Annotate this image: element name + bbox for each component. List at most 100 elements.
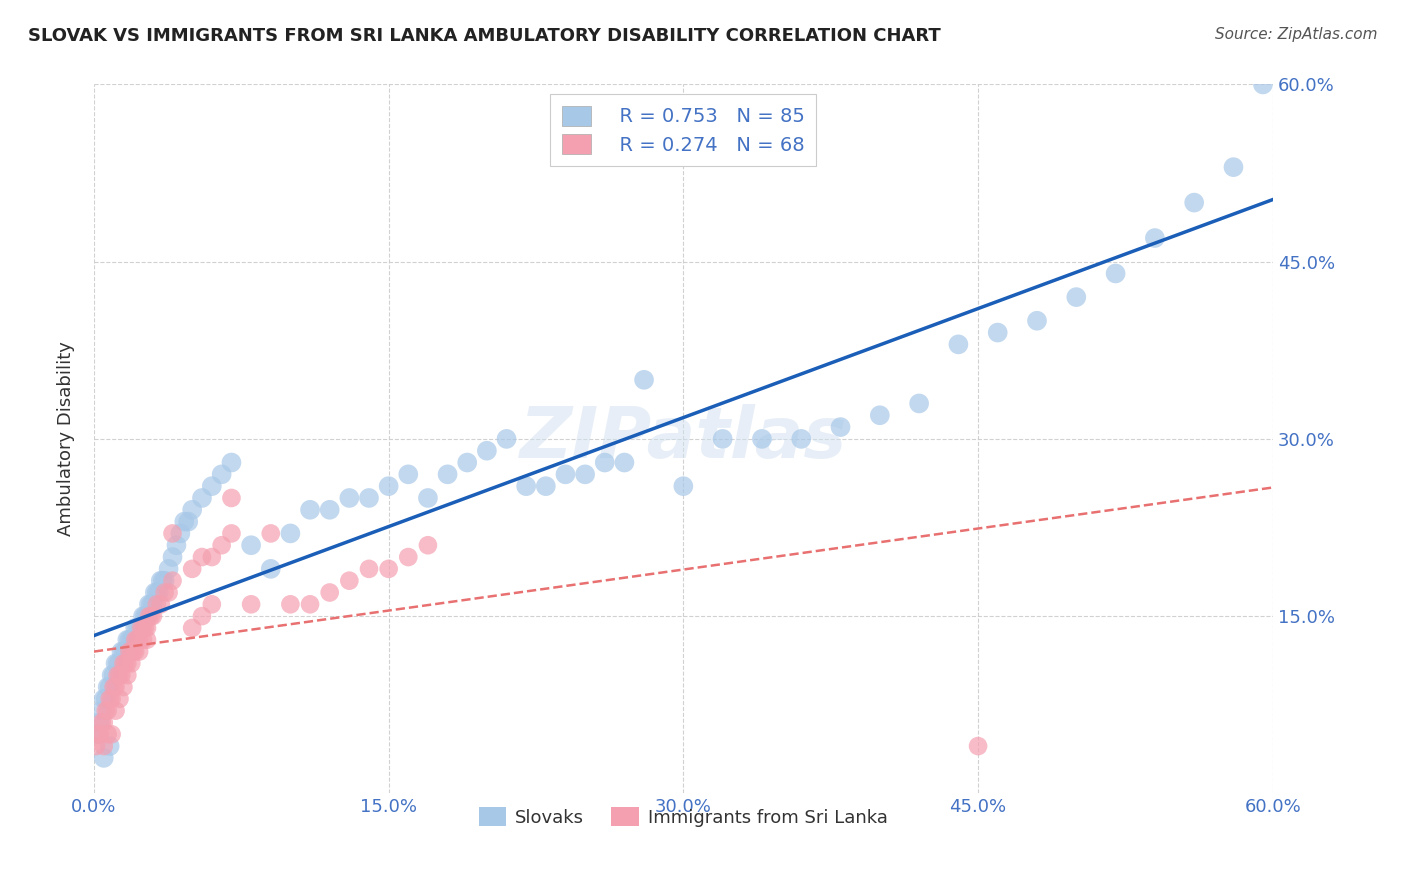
Point — [633, 373, 655, 387]
Point — [112, 657, 135, 671]
Point — [112, 680, 135, 694]
Point — [1026, 314, 1049, 328]
Point — [987, 326, 1010, 340]
Point — [153, 585, 176, 599]
Point — [1182, 195, 1205, 210]
Point — [357, 491, 380, 505]
Point — [515, 479, 537, 493]
Point — [211, 538, 233, 552]
Text: Source: ZipAtlas.com: Source: ZipAtlas.com — [1215, 27, 1378, 42]
Point — [1222, 160, 1244, 174]
Point — [117, 668, 139, 682]
Point — [162, 549, 184, 564]
Point — [104, 704, 127, 718]
Point — [120, 632, 142, 647]
Point — [112, 644, 135, 658]
Point — [377, 562, 399, 576]
Point — [396, 467, 419, 482]
Point — [104, 680, 127, 694]
Point — [191, 609, 214, 624]
Point — [103, 668, 125, 682]
Point — [132, 609, 155, 624]
Point — [357, 562, 380, 576]
Point — [396, 549, 419, 564]
Point — [100, 668, 122, 682]
Point — [162, 526, 184, 541]
Point — [93, 691, 115, 706]
Point — [534, 479, 557, 493]
Point — [751, 432, 773, 446]
Point — [337, 491, 360, 505]
Point — [120, 657, 142, 671]
Point — [97, 727, 120, 741]
Point — [377, 479, 399, 493]
Point — [98, 739, 121, 753]
Point — [129, 621, 152, 635]
Point — [153, 574, 176, 588]
Point — [120, 644, 142, 658]
Point — [318, 585, 340, 599]
Point — [711, 432, 734, 446]
Point — [136, 609, 159, 624]
Point — [456, 456, 478, 470]
Point — [122, 632, 145, 647]
Point — [149, 597, 172, 611]
Point — [280, 597, 302, 611]
Point — [299, 503, 322, 517]
Point — [100, 727, 122, 741]
Point — [152, 574, 174, 588]
Point — [142, 597, 165, 611]
Point — [122, 644, 145, 658]
Point — [110, 644, 132, 658]
Point — [127, 632, 149, 647]
Point — [132, 632, 155, 647]
Point — [299, 597, 322, 611]
Point — [221, 456, 243, 470]
Point — [118, 644, 141, 658]
Point — [127, 621, 149, 635]
Point — [108, 691, 131, 706]
Point — [128, 632, 150, 647]
Text: SLOVAK VS IMMIGRANTS FROM SRI LANKA AMBULATORY DISABILITY CORRELATION CHART: SLOVAK VS IMMIGRANTS FROM SRI LANKA AMBU… — [28, 27, 941, 45]
Point — [142, 609, 165, 624]
Point — [108, 657, 131, 671]
Point — [554, 467, 576, 482]
Point — [790, 432, 813, 446]
Point — [124, 644, 146, 658]
Point — [157, 585, 180, 599]
Point — [416, 491, 439, 505]
Point — [948, 337, 970, 351]
Point — [146, 597, 169, 611]
Point — [139, 597, 162, 611]
Point — [87, 727, 110, 741]
Point — [136, 621, 159, 635]
Point — [93, 715, 115, 730]
Point — [672, 479, 695, 493]
Point — [177, 515, 200, 529]
Point — [1104, 267, 1126, 281]
Point — [165, 538, 187, 552]
Text: ZIPatlas: ZIPatlas — [520, 404, 846, 474]
Point — [94, 691, 117, 706]
Point — [114, 657, 136, 671]
Point — [169, 526, 191, 541]
Point — [118, 632, 141, 647]
Point — [128, 621, 150, 635]
Point — [613, 456, 636, 470]
Point — [201, 549, 224, 564]
Point — [97, 680, 120, 694]
Point — [117, 657, 139, 671]
Point — [416, 538, 439, 552]
Point — [93, 739, 115, 753]
Point — [98, 680, 121, 694]
Point — [593, 456, 616, 470]
Point — [90, 704, 112, 718]
Point — [98, 691, 121, 706]
Point — [143, 585, 166, 599]
Point — [97, 704, 120, 718]
Y-axis label: Ambulatory Disability: Ambulatory Disability — [58, 342, 75, 536]
Point — [87, 727, 110, 741]
Point — [211, 467, 233, 482]
Point — [157, 562, 180, 576]
Point — [221, 526, 243, 541]
